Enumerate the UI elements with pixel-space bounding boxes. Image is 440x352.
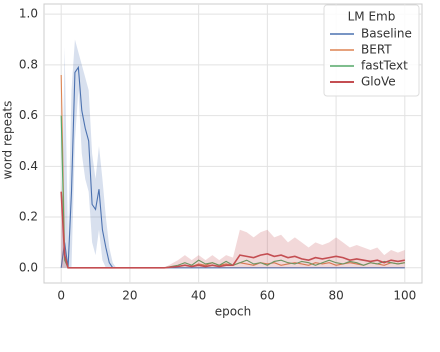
legend-label: BERT xyxy=(361,43,392,57)
confidence-band xyxy=(61,179,405,268)
y-tick-label: 0.6 xyxy=(19,108,38,122)
y-tick-label: 0.4 xyxy=(19,159,38,173)
y-tick-label: 0.2 xyxy=(19,210,38,224)
x-tick-label: 60 xyxy=(260,289,275,303)
x-tick-label: 40 xyxy=(191,289,206,303)
x-tick-label: 0 xyxy=(57,289,65,303)
x-axis-label: epoch xyxy=(215,305,252,319)
line xyxy=(60,191,405,269)
y-axis-label: word repeats xyxy=(1,101,15,180)
legend-label: GloVe xyxy=(361,75,396,89)
legend-box xyxy=(323,4,420,97)
y-tick-label: 0.0 xyxy=(19,260,38,274)
x-tick-label: 100 xyxy=(393,289,416,303)
line xyxy=(60,65,405,269)
legend-label: fastText xyxy=(361,59,408,73)
y-tick-label: 0.8 xyxy=(19,57,38,71)
x-tick-label: 80 xyxy=(328,289,343,303)
y-tick-label: 1.0 xyxy=(19,7,38,21)
legend-title: LM Emb xyxy=(348,10,396,24)
legend-label: Baseline xyxy=(361,27,412,41)
confidence-band xyxy=(61,39,405,268)
x-tick-label: 20 xyxy=(122,289,137,303)
